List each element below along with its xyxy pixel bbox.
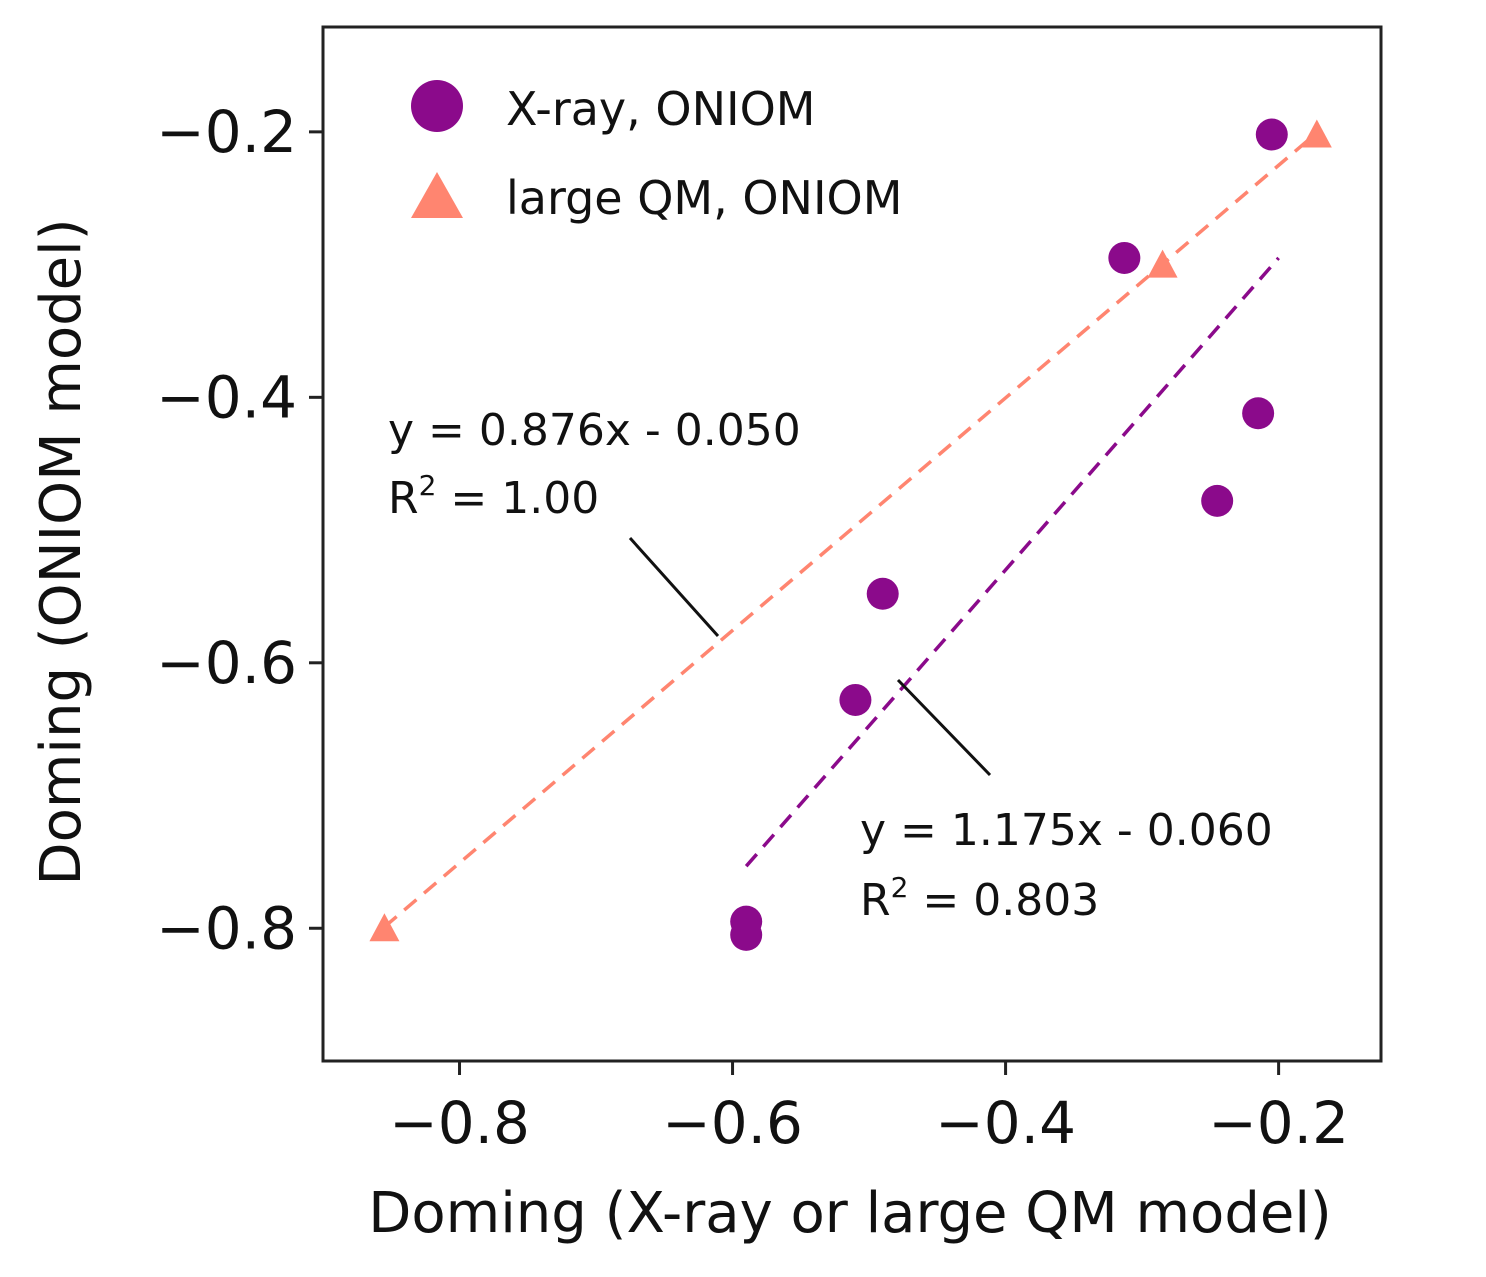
annotation-xray-equation: y = 1.175x - 0.060: [860, 805, 1273, 856]
annotation-xray-fit: y = 1.175x - 0.060 R2 = 0.803: [860, 678, 1273, 926]
y-tick-label: −0.4: [156, 363, 297, 431]
xray-point: [866, 577, 899, 610]
xray-point: [1242, 397, 1275, 430]
x-tick-label: −0.4: [935, 1089, 1076, 1157]
x-tick-label: −0.6: [662, 1089, 803, 1157]
legend-label-largeqm: large QM, ONIOM: [506, 171, 902, 225]
annotation-largeqm-r2-value: = 1.00: [436, 473, 599, 524]
axis-ticks: −0.8 −0.6 −0.4 −0.2 −0.8 −0.6 −0.4 −0.2: [156, 98, 1349, 1157]
xray-point: [839, 683, 872, 716]
legend-marker-largeqm: [411, 172, 463, 218]
annotation-xray-r2-value: = 0.803: [908, 875, 1099, 926]
y-tick-label: −0.6: [156, 629, 297, 697]
y-tick-label: −0.8: [156, 894, 297, 962]
annotation-xray-r2-exp: 2: [891, 871, 909, 904]
x-tick-label: −0.2: [1208, 1089, 1349, 1157]
largeqm-point: [369, 913, 400, 942]
x-tick-label: −0.8: [389, 1089, 530, 1157]
annotation-largeqm-r2-exp: 2: [419, 469, 437, 502]
data-points: [369, 118, 1332, 951]
xray-point: [1255, 118, 1288, 151]
annotation-xray-leader: [896, 678, 992, 777]
largeqm-point: [1147, 249, 1178, 278]
plot-frame: [321, 25, 1383, 1063]
x-axis-title: Doming (X-ray or large QM model): [368, 1181, 1331, 1246]
xray-point: [1201, 484, 1234, 517]
plot-area: [321, 25, 1383, 1063]
annotation-largeqm-r2: R2 = 1.00: [388, 469, 599, 524]
largeqm-point: [1301, 119, 1332, 148]
annotation-largeqm-fit: y = 0.876x - 0.050 R2 = 1.00: [388, 405, 801, 638]
annotation-xray-r2-prefix: R: [860, 875, 891, 926]
annotation-xray-r2: R2 = 0.803: [860, 871, 1099, 926]
annotation-largeqm-leader: [628, 536, 720, 638]
fit-line-xray: [744, 256, 1280, 868]
legend-label-xray: X-ray, ONIOM: [506, 82, 815, 136]
legend-marker-xray: [411, 80, 463, 132]
xray-point: [730, 918, 763, 951]
annotation-largeqm-equation: y = 0.876x - 0.050: [388, 405, 801, 456]
y-tick-label: −0.2: [156, 98, 297, 166]
xray-point: [1108, 241, 1141, 274]
legend: X-ray, ONIOM large QM, ONIOM: [411, 80, 902, 225]
y-axis-title: Doming (ONIOM model): [29, 218, 94, 885]
annotation-largeqm-r2-prefix: R: [388, 473, 419, 524]
